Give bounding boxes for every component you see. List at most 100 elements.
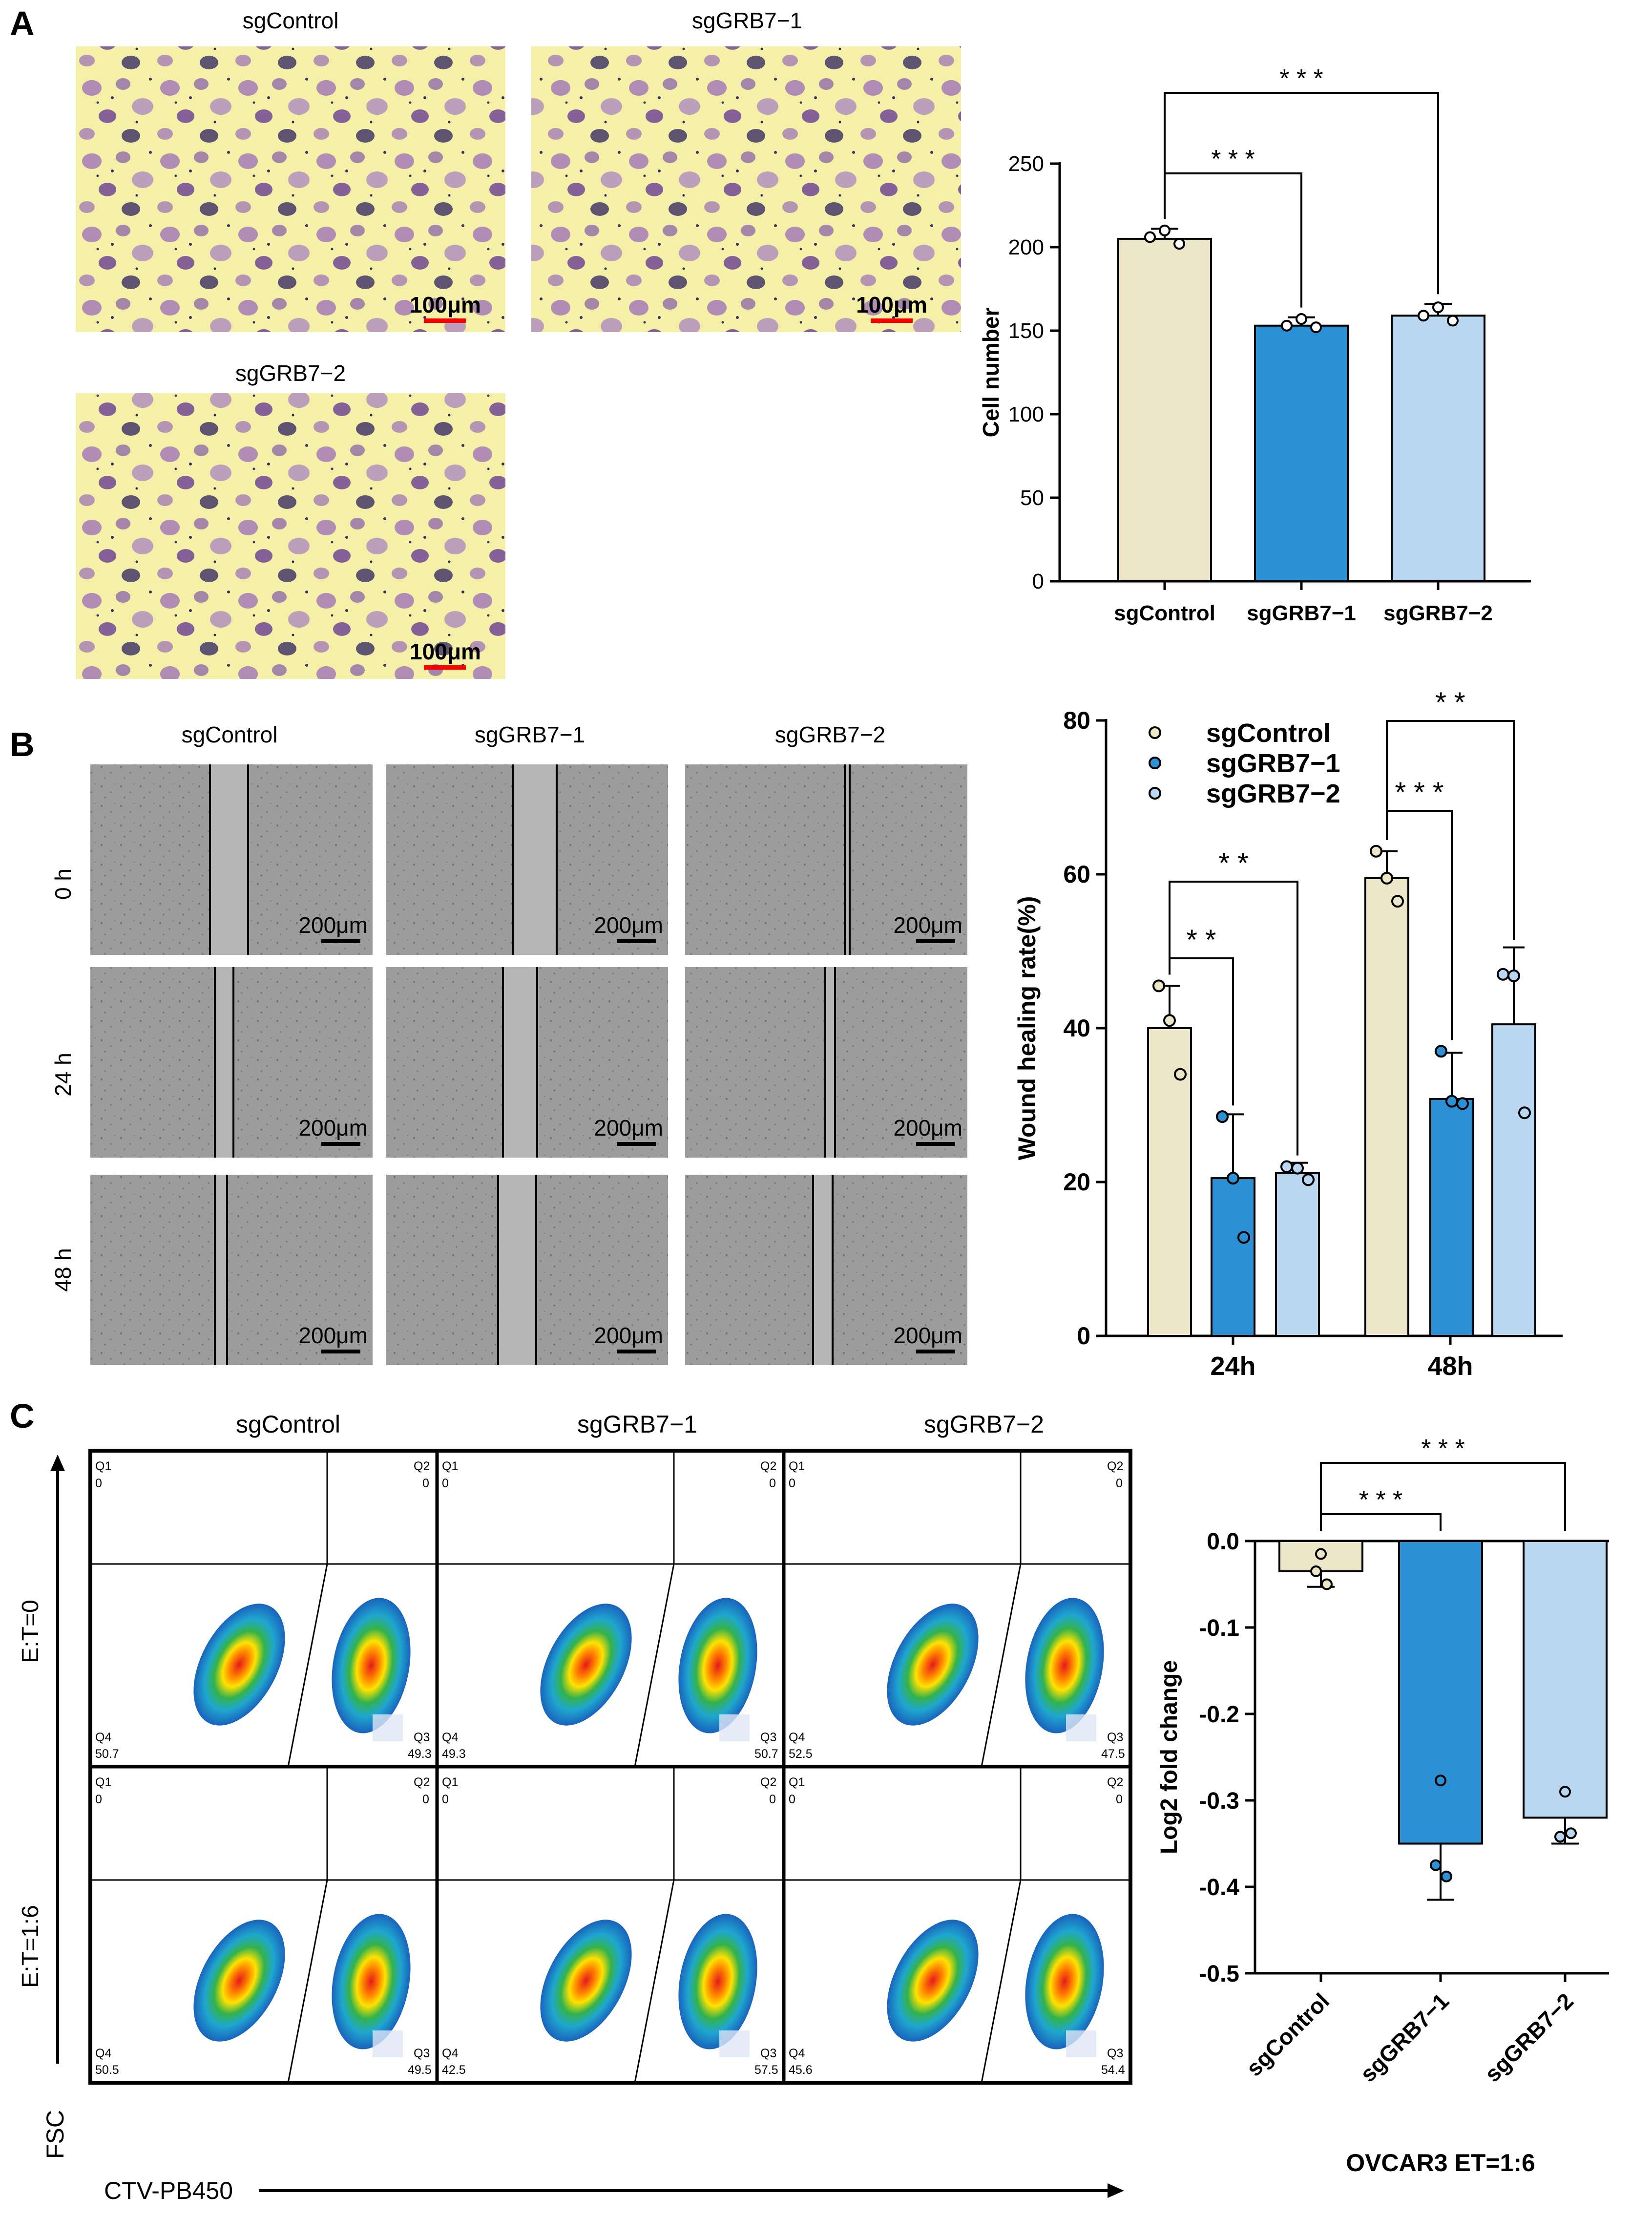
data-point xyxy=(1174,1068,1187,1081)
q3-label: Q3 xyxy=(760,1731,776,1744)
scale-bar-label: 200μm xyxy=(594,1323,663,1348)
x-tick-label: 48h xyxy=(1427,1352,1473,1381)
c-column-label: sgGRB7−1 xyxy=(577,1411,697,1438)
y-tick-label: 40 xyxy=(1063,1014,1090,1042)
significance-label: * * xyxy=(1218,847,1248,879)
significance-label: * * * xyxy=(1395,777,1444,808)
q3-label: Q3 xyxy=(414,2047,430,2060)
q1-label: Q1 xyxy=(95,1775,111,1789)
bar xyxy=(1211,1177,1255,1337)
scale-bar xyxy=(916,1350,955,1353)
y-tick-label: -0.4 xyxy=(1199,1875,1239,1901)
ctv-axis-arrow xyxy=(259,2183,1124,2198)
q3-value: 57.5 xyxy=(754,2063,778,2077)
flow-plot: Q1 0 Q2 0 Q4 52.5 Q3 47.5 xyxy=(782,1449,1132,1769)
q2-value: 0 xyxy=(422,1477,429,1490)
scale-bar-label: 200μm xyxy=(298,912,368,938)
legend-label: sgGRB7−2 xyxy=(1206,779,1340,808)
scale-bar xyxy=(617,939,656,943)
legend-marker xyxy=(1149,787,1161,800)
q1-label: Q1 xyxy=(789,1459,805,1473)
q3-label: Q3 xyxy=(1107,2047,1123,2060)
gate-line xyxy=(634,1880,675,2083)
wound-gap xyxy=(503,967,537,1158)
q3-highlight xyxy=(719,1714,750,1741)
population-right xyxy=(1025,1914,1104,2049)
b-row-label: 48 h xyxy=(50,1248,76,1292)
a-scale-bar: 100μm xyxy=(410,639,481,670)
q3-label: Q3 xyxy=(414,1731,430,1744)
bar xyxy=(1491,1023,1536,1337)
y-tick-label: 0.0 xyxy=(1207,1529,1239,1555)
x-tick-label: sgControl xyxy=(1241,1988,1334,2081)
scale-bar xyxy=(321,1350,360,1353)
flow-plot: Q1 0 Q2 0 Q4 42.5 Q3 57.5 xyxy=(435,1765,786,2085)
data-point xyxy=(1441,1870,1452,1882)
panel-letter-c: C xyxy=(10,1397,35,1435)
wound-gap xyxy=(845,764,850,955)
data-point xyxy=(1380,871,1393,885)
q4-value: 42.5 xyxy=(442,2063,466,2077)
a-scale-bar: 100μm xyxy=(410,292,481,323)
scale-bar-label: 200μm xyxy=(298,1115,368,1141)
c-column-label: sgGRB7−2 xyxy=(924,1411,1044,1438)
data-point xyxy=(1216,1110,1229,1123)
q3-value: 47.5 xyxy=(1101,1747,1125,1761)
a-scale-bar: 100μm xyxy=(856,292,927,323)
q3-highlight xyxy=(1066,1714,1096,1741)
x-tick-label: sgGRB7−2 xyxy=(1480,1988,1578,2087)
y-tick-label: 80 xyxy=(1063,707,1090,734)
y-tick-label: 250 xyxy=(1008,152,1044,176)
q4-value: 49.3 xyxy=(442,1747,466,1761)
legend-marker xyxy=(1149,726,1161,739)
b-row-label: 0 h xyxy=(50,868,76,900)
y-axis-label: Cell number xyxy=(978,307,1004,437)
data-point xyxy=(1296,313,1307,325)
q3-highlight xyxy=(719,2030,750,2057)
data-point xyxy=(1456,1097,1469,1110)
scale-bar-label: 200μm xyxy=(594,912,663,938)
significance-label: * * * xyxy=(1279,64,1323,93)
scale-bar-label: 200μm xyxy=(893,1115,962,1141)
scale-bar xyxy=(321,939,360,943)
data-point xyxy=(1565,1827,1577,1839)
q3-highlight xyxy=(1066,2030,1096,2057)
bar xyxy=(1523,1540,1608,1819)
scale-bar-label: 200μm xyxy=(893,1323,962,1348)
a-micrograph-label: sgGRB7−2 xyxy=(235,360,346,386)
q4-label: Q4 xyxy=(789,2047,805,2060)
fsc-axis-label: FSC xyxy=(42,2110,69,2159)
q1-label: Q1 xyxy=(789,1775,805,1789)
a-micrograph-sggrb7-2 xyxy=(76,393,505,679)
scale-bar xyxy=(617,1350,656,1353)
flow-plot: Q1 0 Q2 0 Q4 50.7 Q3 49.3 xyxy=(88,1449,439,1769)
significance-label: * * xyxy=(1186,924,1216,956)
scale-bar xyxy=(916,1142,955,1146)
q2-label: Q2 xyxy=(1107,1775,1123,1789)
data-point xyxy=(1227,1172,1239,1185)
significance-bracket xyxy=(1320,1462,1566,1531)
q1-label: Q1 xyxy=(442,1775,458,1789)
gate-line xyxy=(287,1880,328,2083)
data-point xyxy=(1310,321,1322,334)
data-point xyxy=(1391,895,1404,908)
wound-image xyxy=(90,1175,373,1365)
q3-value: 54.4 xyxy=(1101,2063,1125,2077)
population-right xyxy=(332,1598,411,1733)
wound-gap xyxy=(513,764,557,955)
wound-gap xyxy=(215,1175,227,1365)
data-point xyxy=(1144,231,1156,243)
data-point xyxy=(1445,1095,1458,1108)
y-tick-label: -0.1 xyxy=(1199,1615,1239,1641)
q2-label: Q2 xyxy=(760,1775,776,1789)
data-point xyxy=(1554,1831,1566,1843)
significance-label: * * * xyxy=(1421,1435,1465,1463)
data-point xyxy=(1559,1786,1571,1798)
significance-bracket xyxy=(1320,1513,1442,1531)
significance-label: * * * xyxy=(1359,1486,1403,1514)
population-left xyxy=(540,1604,632,1726)
data-point xyxy=(1310,1565,1322,1577)
q4-value: 50.7 xyxy=(95,1747,119,1761)
chart-c-log2-fold-change: 0.0 -0.1 -0.2 -0.3 -0.4 -0.5 Log2 fold change s… xyxy=(1156,1435,1609,2176)
q4-value: 52.5 xyxy=(789,1747,813,1761)
